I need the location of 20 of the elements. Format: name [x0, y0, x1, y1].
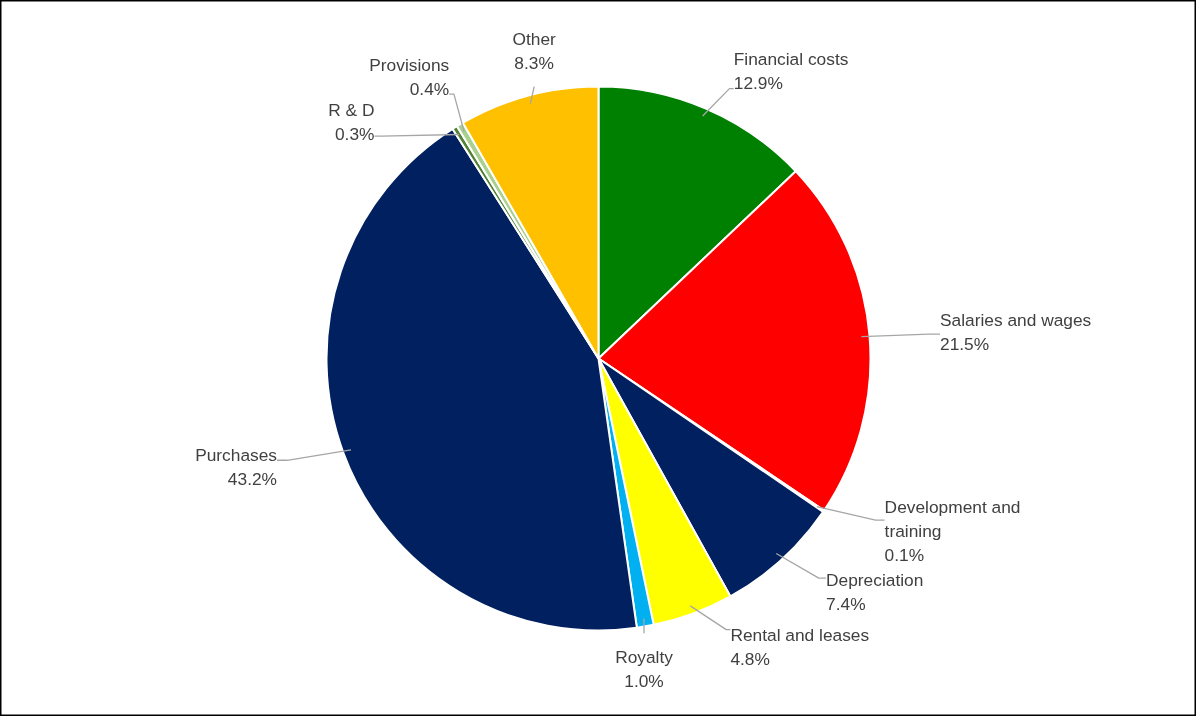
data-label: 21.5%: [940, 334, 990, 355]
data-label: 1.0%: [624, 670, 664, 691]
data-label: 12.9%: [733, 73, 783, 94]
data-label: 4.8%: [730, 649, 770, 670]
data-label: 8.3%: [514, 53, 554, 74]
slice-label: Royalty: [615, 646, 674, 667]
slice-label: Provisions: [369, 54, 450, 75]
data-label: 0.4%: [409, 78, 450, 99]
data-label: 0.3%: [334, 123, 375, 144]
slice-label: Other: [512, 29, 557, 50]
slice-label: Depreciation: [826, 570, 924, 591]
slice-label: R & D: [328, 99, 375, 120]
slice-label: Rental and leases: [730, 625, 870, 646]
slice-label: Financial costs: [733, 49, 849, 70]
data-label: 43.2%: [227, 468, 278, 489]
slice-label: Development and training: [884, 496, 1021, 541]
slice-label: Salaries and wages: [940, 310, 1092, 331]
data-label: 7.4%: [826, 594, 866, 615]
slice-label: Purchases: [195, 444, 278, 465]
data-label: 0.1%: [884, 544, 925, 565]
